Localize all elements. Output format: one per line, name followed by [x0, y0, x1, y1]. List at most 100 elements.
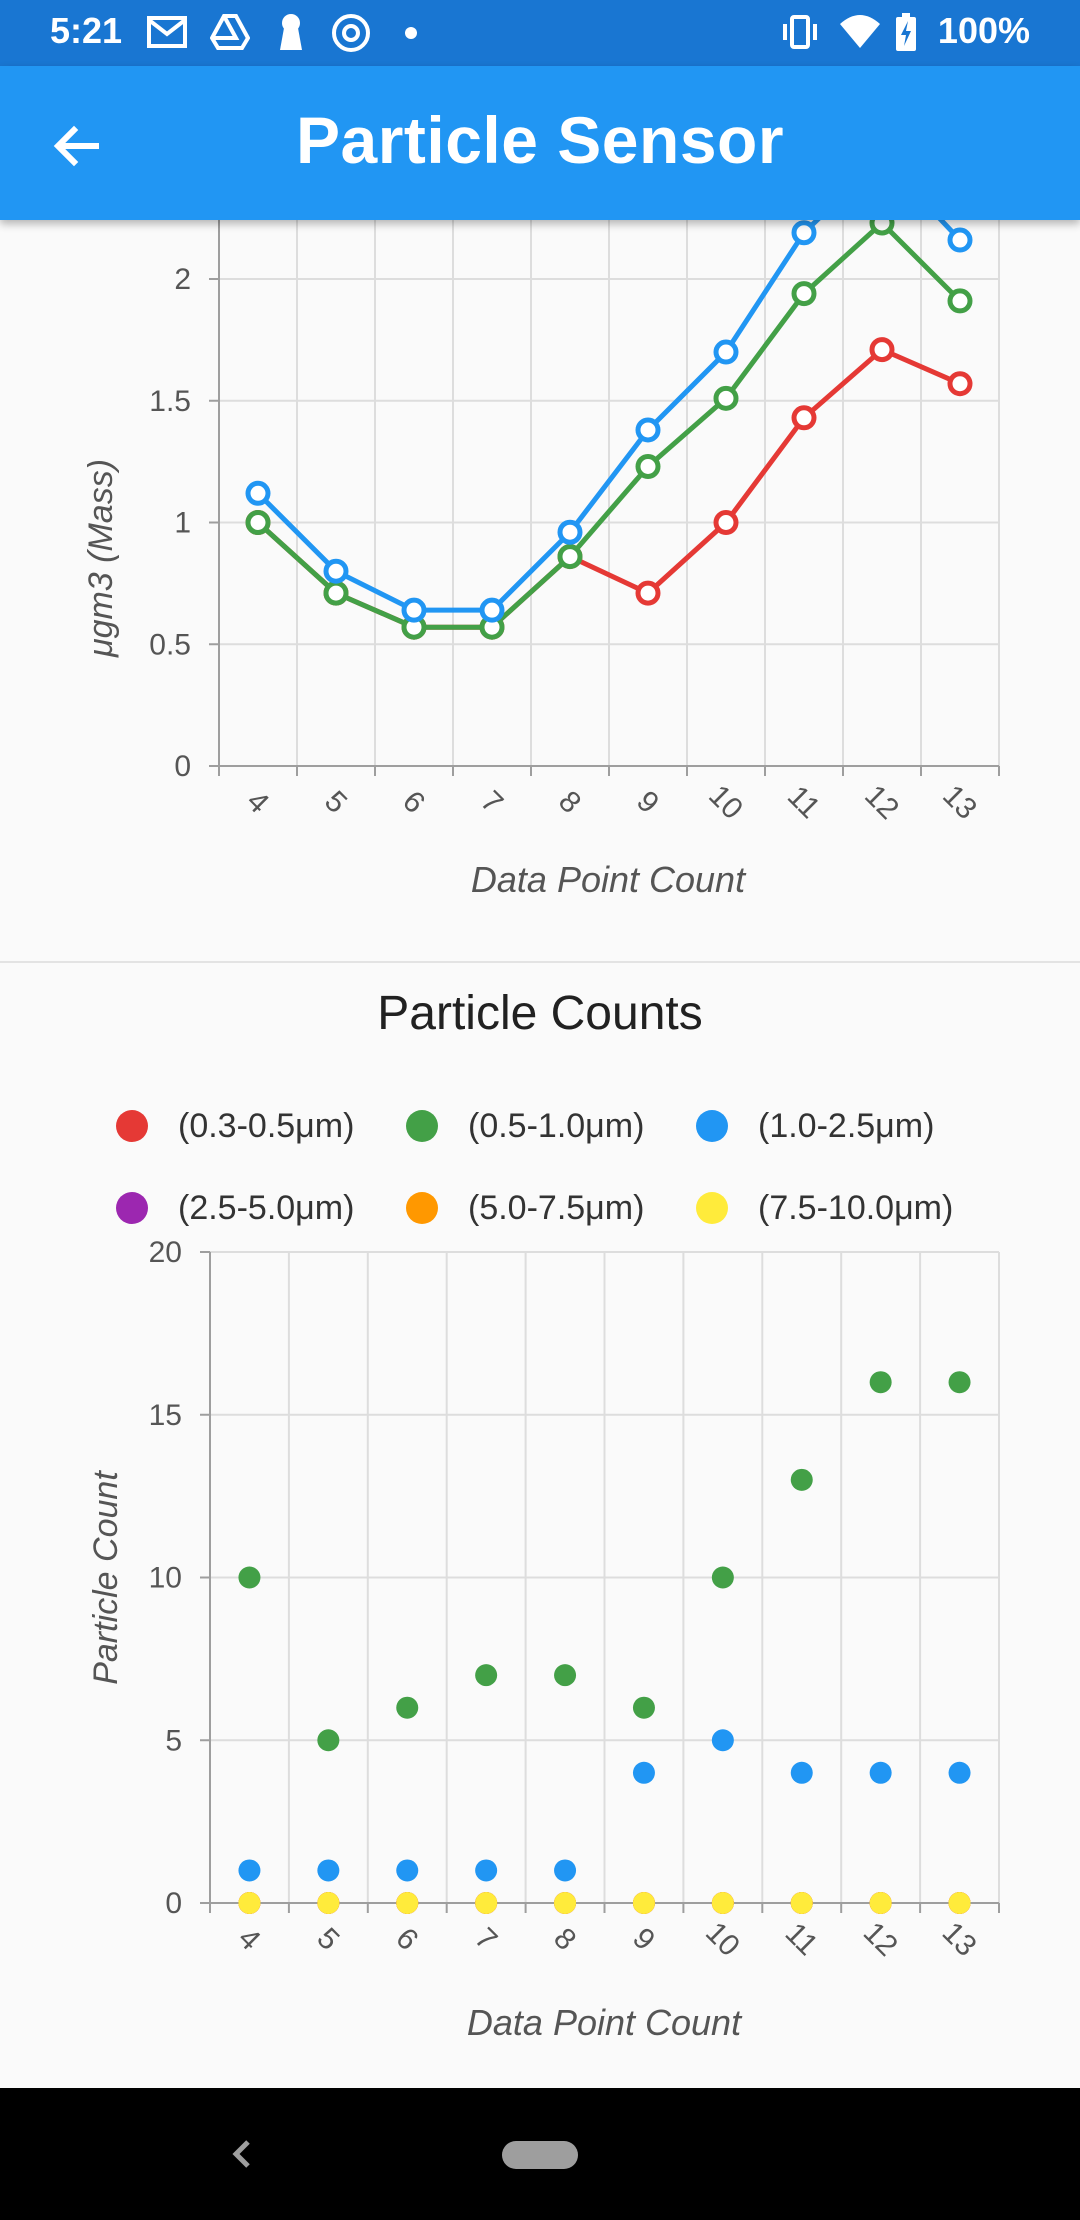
app-bar: Particle Sensor [0, 66, 1080, 220]
data-point [396, 1859, 419, 1882]
legend-label: (1.0-2.5μm) [758, 1106, 935, 1145]
data-point [713, 510, 739, 535]
drive-icon [210, 14, 250, 50]
legend-label: (2.5-5.0μm) [178, 1188, 355, 1227]
y-axis-title: μgm3 (Mass) [82, 459, 120, 658]
battery-charging-icon [896, 13, 916, 51]
data-point [791, 405, 817, 431]
legend-item: (1.0-2.5μm) [696, 1096, 934, 1156]
data-point [947, 288, 973, 314]
data-point [790, 1892, 813, 1914]
data-point [947, 227, 973, 253]
x-tick-label: 12 [858, 779, 905, 826]
x-axis-title: Data Point Count [471, 859, 747, 900]
data-point [869, 1892, 892, 1914]
data-point [317, 1859, 340, 1882]
x-tick-label: 10 [699, 1916, 746, 1963]
y-tick-label: 2 [174, 263, 191, 296]
arrow-back-icon[interactable] [44, 114, 108, 178]
nav-back-icon[interactable] [222, 2128, 258, 2180]
x-tick-label: 6 [396, 785, 431, 820]
data-point [238, 1892, 261, 1914]
page-title: Particle Sensor [295, 103, 785, 177]
data-point [475, 1664, 498, 1687]
series-line-2 [256, 220, 962, 613]
data-point [245, 510, 271, 535]
x-tick-label: 7 [474, 785, 509, 820]
x-tick-label: 13 [936, 779, 983, 826]
counts-chart-title: Particle Counts [377, 987, 703, 1040]
home-pill-icon[interactable] [502, 2141, 578, 2169]
legend-dot [696, 1192, 728, 1224]
data-point [869, 337, 895, 363]
data-point [557, 544, 583, 570]
data-point [554, 1892, 577, 1914]
x-tick-label: 13 [936, 1916, 983, 1963]
x-tick-label: 11 [779, 1917, 824, 1962]
y-tick-label: 1 [174, 507, 191, 540]
y-tick-label: 10 [149, 1562, 182, 1595]
battery-percentage: 100% [937, 10, 1030, 51]
y-tick-label: 5 [165, 1724, 182, 1757]
content-scroll-area[interactable]: 0 0.5 1 1.5 2 4 5 6 7 8 9 10 11 12 13 Data Point Count μ… [0, 220, 1080, 2088]
data-point [323, 558, 349, 584]
y-tick-label: 0 [174, 750, 191, 783]
data-point [635, 417, 661, 443]
data-point [554, 1859, 577, 1882]
data-point [948, 1761, 971, 1784]
legend-dot [116, 1110, 148, 1142]
data-point [713, 385, 739, 411]
wifi-icon [840, 15, 880, 48]
data-point [790, 1468, 813, 1491]
counts-chart: 0 5 10 15 20 4 5 6 7 8 9 10 11 12 13 Data Point Count Pa… [87, 1236, 1000, 2043]
data-point [245, 480, 271, 506]
data-point [948, 1892, 971, 1914]
data-point [713, 339, 739, 365]
x-tick-label: 4 [232, 1922, 267, 1957]
data-point [791, 220, 817, 246]
y-tick-label: 0 [165, 1887, 182, 1920]
dot-icon [405, 27, 417, 39]
data-point [948, 1371, 971, 1394]
legend-dot [116, 1192, 148, 1224]
legend-item: (2.5-5.0μm) [116, 1178, 354, 1238]
data-point [635, 580, 661, 606]
divider [0, 961, 1080, 963]
vibrate-icon [783, 15, 817, 49]
data-point [238, 1566, 261, 1589]
data-point [869, 220, 895, 236]
data-point [401, 597, 427, 623]
data-point [711, 1892, 734, 1914]
x-tick-label: 12 [857, 1916, 904, 1963]
y-axis-title: Particle Count [87, 1470, 125, 1685]
x-tick-label: 4 [240, 785, 275, 820]
legend-dot [696, 1110, 728, 1142]
data-point [711, 1729, 734, 1752]
x-tick-label: 7 [468, 1922, 503, 1957]
data-point [711, 1566, 734, 1589]
data-point [479, 597, 505, 623]
navigation-bar [0, 2088, 1080, 2220]
y-tick-label: 15 [149, 1399, 182, 1432]
y-tick-label: 0.5 [149, 628, 191, 661]
data-point [632, 1696, 655, 1719]
data-point [632, 1892, 655, 1914]
series-line-1 [256, 220, 962, 630]
data-point [323, 580, 349, 606]
data-point [791, 281, 817, 307]
legend-dot [406, 1110, 438, 1142]
keyhole-icon [280, 14, 302, 50]
status-bar: 5:21 100% [0, 0, 1080, 66]
legend-label: (0.5-1.0μm) [468, 1106, 645, 1145]
x-tick-label: 9 [630, 785, 665, 820]
data-point [396, 1892, 419, 1914]
x-tick-label: 11 [781, 780, 826, 825]
data-point [790, 1761, 813, 1784]
legend-label: (5.0-7.5μm) [468, 1188, 645, 1227]
gmail-icon [147, 16, 187, 48]
legend-item: (7.5-10.0μm) [696, 1178, 953, 1238]
data-point [396, 1696, 419, 1719]
data-point [869, 1761, 892, 1784]
x-tick-label: 9 [626, 1922, 661, 1957]
at-sign-icon [332, 14, 370, 52]
